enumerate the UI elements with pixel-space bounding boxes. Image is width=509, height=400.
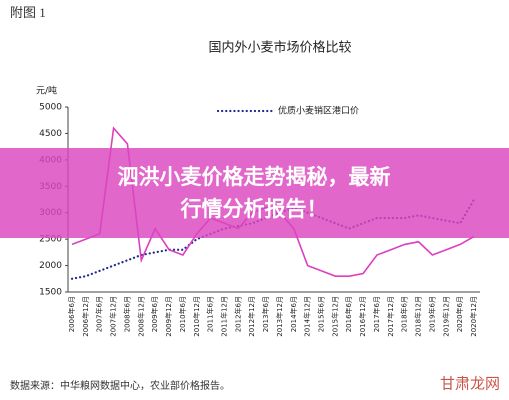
x-tick-label: 2017年6月 (372, 296, 381, 332)
x-tick-label: 2019年12月 (441, 296, 450, 337)
x-tick-label: 2006年12月 (81, 296, 90, 337)
y-tick-label: 2500 (39, 235, 62, 245)
x-tick-label: 2013年6月 (261, 296, 270, 332)
watermark: 甘肃龙网 (440, 375, 500, 393)
x-tick-label: 2015年12月 (330, 296, 339, 337)
x-tick-label: 2014年12月 (303, 296, 312, 337)
x-tick-label: 2020年12月 (469, 296, 478, 337)
y-unit: 元/吨 (36, 85, 57, 97)
x-tick-label: 2009年12月 (164, 296, 173, 337)
y-tick-label: 2000 (39, 261, 62, 271)
legend-label: 优质小麦销区港口价 (278, 105, 359, 117)
x-tick-label: 2009年6月 (150, 296, 159, 332)
x-tick-label: 2015年6月 (317, 296, 326, 332)
chart-title: 国内外小麦市场价格比较 (208, 40, 351, 56)
y-tick-label: 4500 (39, 129, 62, 139)
y-tick-label: 5000 (39, 103, 62, 113)
x-tick-label: 2011年12月 (219, 296, 228, 337)
y-tick-label: 1500 (39, 288, 62, 298)
x-tick-label: 2012年12月 (247, 296, 256, 337)
x-tick-label: 2007年12月 (109, 296, 118, 337)
x-tick-label: 2008年12月 (136, 296, 145, 337)
x-tick-label: 2013年12月 (275, 296, 284, 337)
x-tick-label: 2019年6月 (427, 296, 436, 332)
x-tick-label: 2014年6月 (289, 296, 298, 332)
x-tick-label: 2011年6月 (206, 296, 215, 332)
source-note: 数据来源：中华粮网数据中心，农业部价格报告。 (10, 379, 230, 392)
banner-band (0, 148, 509, 238)
x-tick-label: 2020年6月 (455, 296, 464, 332)
banner-line-1: 泗洪小麦价格走势揭秘，最新 (118, 165, 391, 189)
x-tick-label: 2008年6月 (122, 296, 131, 332)
banner-line-2: 行情分析报告！ (180, 197, 328, 221)
x-tick-label: 2018年6月 (400, 296, 409, 332)
x-tick-label: 2006年6月 (67, 296, 76, 332)
x-tick-label: 2012年6月 (233, 296, 242, 332)
x-tick-label: 2016年6月 (344, 296, 353, 332)
x-tick-label: 2016年12月 (358, 296, 367, 337)
x-tick-label: 2010年6月 (178, 296, 187, 332)
x-tick-label: 2010年12月 (192, 296, 201, 337)
x-tick-label: 2017年12月 (386, 296, 395, 337)
x-tick-label: 2018年12月 (414, 296, 423, 337)
figure-label: 附图 1 (10, 5, 46, 20)
x-tick-label: 2007年6月 (95, 296, 104, 332)
